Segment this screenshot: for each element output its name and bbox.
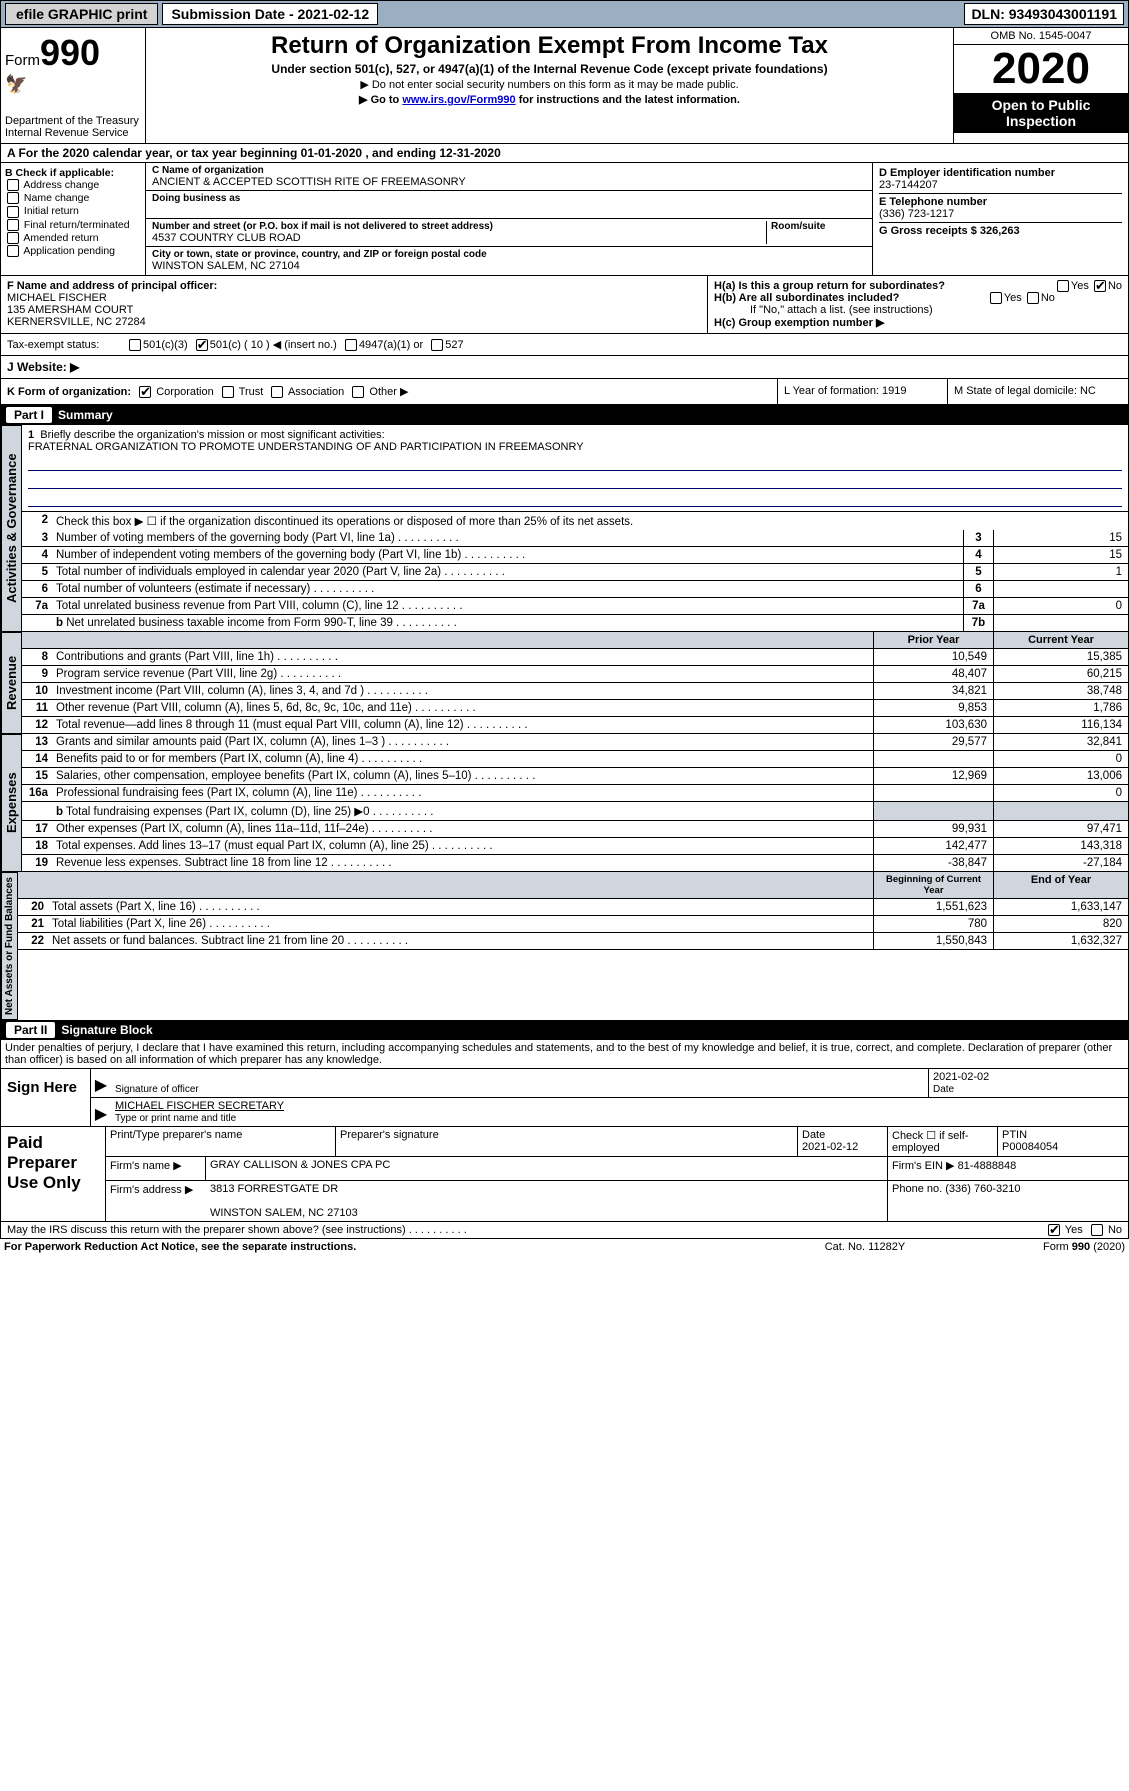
money-row-13: 13 Grants and similar amounts paid (Part…	[22, 734, 1128, 751]
money-row-21: 21 Total liabilities (Part X, line 26) 7…	[18, 916, 1128, 933]
efile-print-button[interactable]: efile GRAPHIC print	[5, 3, 158, 25]
money-row-14: 14 Benefits paid to or for members (Part…	[22, 751, 1128, 768]
net-header: Beginning of Current Year End of Year	[18, 872, 1128, 899]
form-subtitle: Under section 501(c), 527, or 4947(a)(1)…	[152, 62, 947, 76]
net-assets-label: Net Assets or Fund Balances	[1, 872, 18, 1020]
money-row-20: 20 Total assets (Part X, line 16) 1,551,…	[18, 899, 1128, 916]
ssn-note: ▶ Do not enter social security numbers o…	[152, 78, 947, 91]
phone-cell: E Telephone number (336) 723-1217	[879, 194, 1122, 223]
money-row-18: 18 Total expenses. Add lines 13–17 (must…	[22, 838, 1128, 855]
expenses-label: Expenses	[1, 734, 22, 872]
instructions-link-line: ▶ Go to www.irs.gov/Form990 for instruct…	[152, 93, 947, 106]
form-title: Return of Organization Exempt From Incom…	[152, 32, 947, 60]
money-row-15: 15 Salaries, other compensation, employe…	[22, 768, 1128, 785]
money-row-8: 8 Contributions and grants (Part VIII, l…	[22, 649, 1128, 666]
perjury-statement: Under penalties of perjury, I declare th…	[0, 1040, 1129, 1068]
line-a-tax-year: A For the 2020 calendar year, or tax yea…	[0, 144, 1129, 163]
tax-year: 2020	[954, 45, 1128, 93]
dba-cell: Doing business as	[146, 191, 872, 219]
top-bar: efile GRAPHIC print Submission Date - 20…	[0, 0, 1129, 28]
application-pending-checkbox[interactable]: Application pending	[5, 245, 141, 257]
money-row-17: 17 Other expenses (Part IX, column (A), …	[22, 821, 1128, 838]
omb-number: OMB No. 1545-0047	[954, 28, 1128, 45]
principal-officer: F Name and address of principal officer:…	[1, 276, 708, 333]
initial-return-checkbox[interactable]: Initial return	[5, 205, 141, 217]
submission-date: Submission Date - 2021-02-12	[162, 3, 378, 25]
part-ii-header: Part IISignature Block	[0, 1020, 1129, 1040]
amended-return-checkbox[interactable]: Amended return	[5, 232, 141, 244]
irs-eagle-icon: 🦅	[5, 74, 141, 95]
paid-preparer-block: Paid Preparer Use Only Print/Type prepar…	[0, 1127, 1129, 1222]
footer: For Paperwork Reduction Act Notice, see …	[0, 1239, 1129, 1255]
gov-row-6: 6 Total number of volunteers (estimate i…	[22, 581, 1128, 598]
revenue-label: Revenue	[1, 632, 22, 734]
money-row-10: 10 Investment income (Part VIII, column …	[22, 683, 1128, 700]
gov-row-4: 4 Number of independent voting members o…	[22, 547, 1128, 564]
org-name-cell: C Name of organization ANCIENT & ACCEPTE…	[146, 163, 872, 191]
box-b-checkboxes: B Check if applicable: Address change Na…	[1, 163, 146, 275]
money-row-12: 12 Total revenue—add lines 8 through 11 …	[22, 717, 1128, 734]
name-change-checkbox[interactable]: Name change	[5, 192, 141, 204]
street-cell: Number and street (or P.O. box if mail i…	[146, 219, 872, 247]
mission-block: 1 Briefly describe the organization's mi…	[22, 425, 1128, 512]
gov-row-5: 5 Total number of individuals employed i…	[22, 564, 1128, 581]
money-row-9: 9 Program service revenue (Part VIII, li…	[22, 666, 1128, 683]
name-arrow-icon: ▶	[91, 1098, 111, 1126]
part-i-header: Part ISummary	[0, 405, 1129, 425]
gov-row-3: 3 Number of voting members of the govern…	[22, 530, 1128, 547]
city-cell: City or town, state or province, country…	[146, 247, 872, 275]
dln: DLN: 93493043001191	[964, 3, 1124, 25]
discuss-preparer-row: May the IRS discuss this return with the…	[0, 1222, 1129, 1239]
ein-cell: D Employer identification number 23-7144…	[879, 165, 1122, 194]
klm-row: K Form of organization: Corporation Trus…	[0, 379, 1129, 405]
group-return-box: H(a) Is this a group return for subordin…	[708, 276, 1128, 333]
tax-exempt-status: Tax-exempt status: 501(c)(3) 501(c) ( 10…	[0, 334, 1129, 356]
money-row-19: 19 Revenue less expenses. Subtract line …	[22, 855, 1128, 872]
gov-row-7b: b Net unrelated business taxable income …	[22, 615, 1128, 632]
irs-link[interactable]: www.irs.gov/Form990	[402, 94, 515, 106]
money-row-22: 22 Net assets or fund balances. Subtract…	[18, 933, 1128, 950]
open-public-badge: Open to Public Inspection	[954, 93, 1128, 133]
department-label: Department of the Treasury Internal Reve…	[5, 115, 141, 139]
gross-receipts-cell: G Gross receipts $ 326,263	[879, 223, 1122, 249]
address-change-checkbox[interactable]: Address change	[5, 179, 141, 191]
money-row-b: b Total fundraising expenses (Part IX, c…	[22, 802, 1128, 821]
final-return-checkbox[interactable]: Final return/terminated	[5, 219, 141, 231]
money-row-11: 11 Other revenue (Part VIII, column (A),…	[22, 700, 1128, 717]
signature-arrow-icon: ▶	[91, 1069, 111, 1097]
website-line: J Website: ▶	[0, 356, 1129, 379]
form-header: Form990 🦅 Department of the Treasury Int…	[0, 28, 1129, 144]
form-number: Form990	[5, 32, 141, 74]
money-row-16a: 16a Professional fundraising fees (Part …	[22, 785, 1128, 802]
revenue-header: Prior Year Current Year	[22, 632, 1128, 649]
gov-row-7a: 7a Total unrelated business revenue from…	[22, 598, 1128, 615]
governance-label: Activities & Governance	[1, 425, 22, 632]
sign-here-block: Sign Here ▶ Signature of officer 2021-02…	[0, 1068, 1129, 1127]
